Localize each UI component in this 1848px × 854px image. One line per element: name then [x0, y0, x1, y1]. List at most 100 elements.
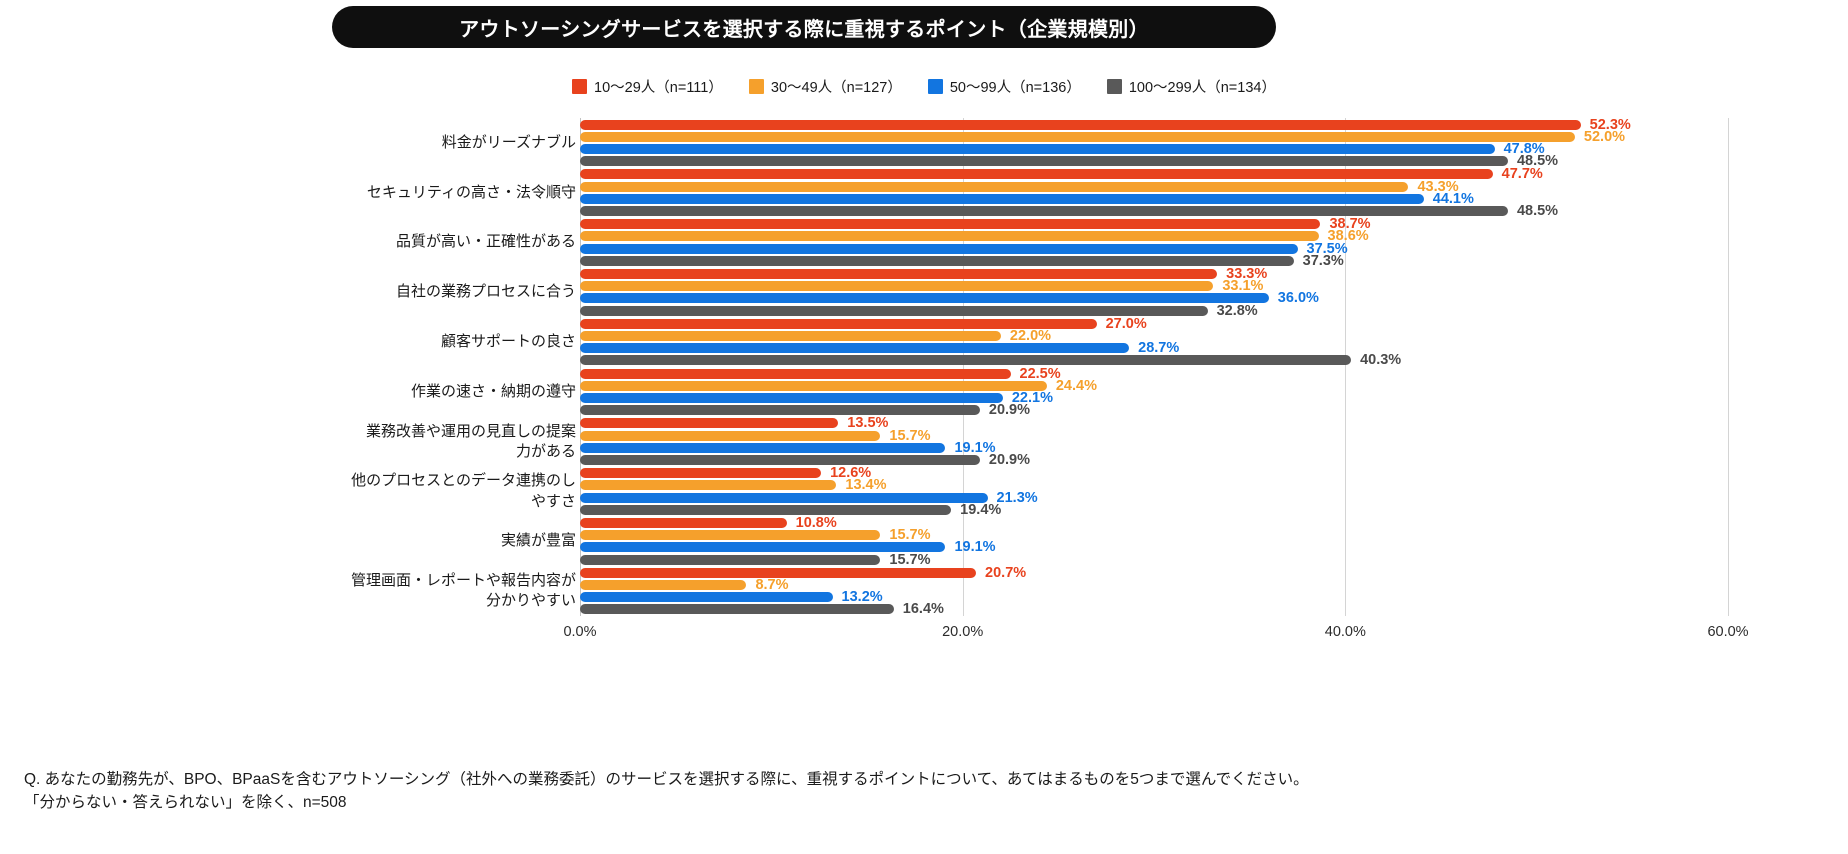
bar-value-label: 20.9%	[988, 402, 1030, 419]
chart-row: 品質が高い・正確性がある 38.7% 38.6% 37.5% 37.3%	[0, 216, 1848, 269]
bar-series-2[interactable]	[580, 281, 1214, 292]
bar-series-4[interactable]	[580, 205, 1508, 216]
legend-item-4[interactable]: 100〜299人（n=134）	[1106, 76, 1276, 97]
bar-value-label: 22.5%	[1019, 365, 1061, 382]
bar-value-label: 38.6%	[1327, 228, 1369, 245]
chart-row: 作業の速さ・納期の遵守 22.5% 24.4% 22.1% 20.9%	[0, 365, 1848, 419]
bar-value-label: 15.7%	[889, 527, 931, 544]
bar-value-label: 13.5%	[847, 415, 889, 432]
bar-value-label: 47.8%	[1503, 141, 1545, 157]
bar-series-4[interactable]	[580, 305, 1208, 316]
bar-series-1[interactable]	[580, 368, 1011, 379]
category-label: 料金がリーズナブル	[441, 133, 576, 151]
bar-series-3[interactable]	[580, 542, 946, 553]
bar-series-3[interactable]	[580, 442, 946, 453]
chart-row: 管理画面・レポートや報告内容が 分かりやすい 20.7% 8.7% 13.2% 16.4…	[0, 565, 1848, 618]
bar-value-label: 48.5%	[1516, 153, 1559, 170]
bar-series-1[interactable]	[580, 567, 977, 578]
bar-series-2[interactable]	[580, 231, 1319, 242]
bar-value-label: 8.7%	[755, 576, 789, 593]
legend-item-label: 100〜299人（n=134）	[1128, 80, 1276, 96]
bar-series-4[interactable]	[580, 156, 1508, 167]
chart-x-axis: 0.0% 20.0% 40.0% 60.0%	[0, 616, 1848, 650]
category-label: 作業の速さ・納期の遵守	[410, 382, 576, 400]
legend-item-label: 30〜49人（n=127）	[770, 80, 902, 96]
legend-swatch-icon	[1106, 79, 1122, 94]
bar-series-1[interactable]	[580, 517, 787, 528]
chart-row: 顧客サポートの良さ 27.0% 22.0% 28.7% 40.3%	[0, 315, 1848, 369]
row-bars: 12.6% 13.4% 21.3% 19.4%	[580, 465, 1848, 518]
x-tick-label: 40.0%	[1324, 624, 1366, 640]
bar-series-1[interactable]	[580, 318, 1097, 329]
bar-value-label: 43.3%	[1417, 178, 1459, 195]
bar-value-label: 15.7%	[889, 551, 931, 568]
chart-footnote: Q. あなたの勤務先が、BPO、BPaaSを含むアウトソーシング（社外への業務委…	[24, 771, 1309, 812]
chart-row: 料金がリーズナブル 52.3% 52.0% 47.8% 48.5%	[0, 116, 1848, 170]
bar-value-label: 16.4%	[902, 601, 944, 618]
row-bars: 33.3% 33.1% 36.0% 32.8%	[580, 266, 1848, 319]
bar-value-label: 48.5%	[1516, 202, 1559, 219]
bar-series-2[interactable]	[580, 181, 1409, 192]
bar-value-label: 52.3%	[1589, 116, 1631, 133]
bar-series-4[interactable]	[580, 405, 980, 416]
bar-series-2[interactable]	[580, 579, 747, 590]
bar-value-label: 28.7%	[1138, 340, 1180, 357]
bar-value-label: 22.0%	[1009, 327, 1052, 344]
bar-series-2[interactable]	[580, 330, 1001, 341]
chart-row: 実績が豊富 10.8% 15.7% 19.1% 15.7%	[0, 515, 1848, 568]
bar-value-label: 15.7%	[889, 427, 931, 444]
legend-item-2[interactable]: 30〜49人（n=127）	[748, 76, 902, 97]
bar-series-3[interactable]	[580, 293, 1269, 304]
bar-series-1[interactable]	[580, 268, 1218, 279]
row-bars: 10.8% 15.7% 19.1% 15.7%	[580, 515, 1848, 568]
chart-legend: 10〜29人（n=111） 30〜49人（n=127） 50〜99人（n=136） 1…	[0, 76, 1848, 97]
bar-series-2[interactable]	[580, 430, 881, 441]
bar-series-2[interactable]	[580, 480, 837, 491]
bar-value-label: 19.1%	[954, 539, 996, 556]
page-title: アウトソーシングサービスを選択する際に重視するポイント（企業規模別）	[459, 18, 1149, 41]
bar-series-3[interactable]	[580, 393, 1003, 403]
bar-series-2[interactable]	[580, 530, 881, 541]
legend-swatch-icon	[927, 79, 943, 94]
bar-series-4[interactable]	[580, 504, 952, 515]
gridline-40.0%	[1345, 118, 1347, 616]
bar-value-label: 44.1%	[1432, 190, 1474, 207]
row-bars: 13.5% 15.7% 19.1% 20.9%	[580, 415, 1848, 468]
bar-series-2[interactable]	[580, 380, 1047, 391]
x-tick-label: 60.0%	[1707, 624, 1749, 640]
category-label: 他のプロセスとのデータ連携のし やすさ	[351, 472, 576, 510]
bar-series-2[interactable]	[580, 131, 1575, 142]
bar-series-1[interactable]	[580, 468, 822, 479]
bar-series-3[interactable]	[580, 193, 1424, 204]
chart-row: 業務改善や運用の見直しの提案 力がある 13.5% 15.7% 19.1% 20.9%	[0, 415, 1848, 468]
row-bars: 47.7% 43.3% 44.1% 48.5%	[580, 166, 1848, 219]
bar-series-4[interactable]	[580, 355, 1352, 366]
legend-item-1[interactable]: 10〜29人（n=111）	[572, 76, 723, 97]
row-bars: 27.0% 22.0% 28.7% 40.3%	[580, 315, 1848, 368]
chart-row: 自社の業務プロセスに合う 33.3% 33.1% 36.0% 32.8%	[0, 266, 1848, 319]
bar-value-label: 37.3%	[1302, 252, 1344, 269]
row-bars: 20.7% 8.7% 13.2% 16.4%	[580, 565, 1848, 618]
bar-series-1[interactable]	[580, 418, 839, 429]
bar-series-4[interactable]	[580, 604, 894, 615]
bar-value-label: 52.0%	[1583, 128, 1626, 145]
gridline-0.0%	[580, 118, 581, 616]
legend-item-3[interactable]: 50〜99人（n=136）	[927, 76, 1081, 97]
bar-series-1[interactable]	[580, 169, 1493, 180]
bar-series-1[interactable]	[580, 119, 1581, 130]
bar-series-4[interactable]	[580, 454, 980, 465]
category-label: 顧客サポートの良さ	[440, 332, 576, 350]
row-bars: 52.3% 52.0% 47.8% 48.5%	[580, 116, 1848, 170]
bar-series-1[interactable]	[580, 219, 1321, 230]
bar-series-3[interactable]	[580, 343, 1130, 354]
bar-series-3[interactable]	[580, 243, 1298, 254]
legend-swatch-icon	[572, 79, 588, 94]
bar-value-label: 24.4%	[1055, 377, 1097, 394]
bar-series-4[interactable]	[580, 554, 881, 565]
bar-value-label: 27.0%	[1105, 315, 1147, 332]
category-label: 実績が豊富	[500, 532, 576, 550]
bar-series-4[interactable]	[580, 255, 1294, 266]
bar-series-3[interactable]	[580, 592, 833, 603]
bar-series-3[interactable]	[580, 144, 1495, 154]
bar-series-3[interactable]	[580, 492, 988, 503]
